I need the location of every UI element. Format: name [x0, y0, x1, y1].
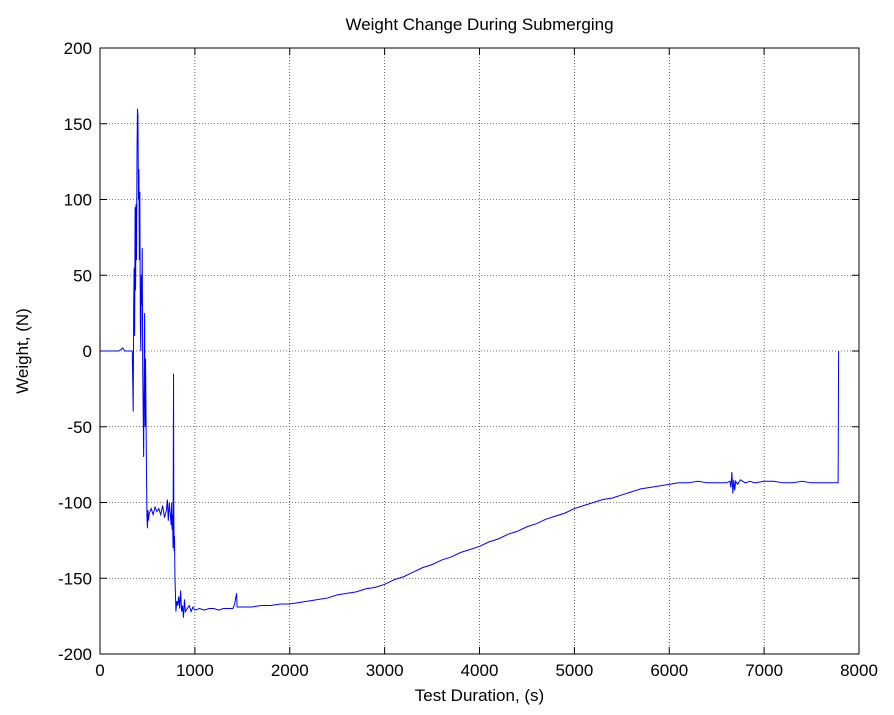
- y-tick-label: -50: [67, 418, 92, 437]
- x-tick-label: 0: [95, 661, 104, 680]
- grid-lines: [100, 48, 859, 654]
- y-tick-label: -200: [58, 645, 92, 664]
- x-tick-label: 6000: [650, 661, 688, 680]
- chart-title: Weight Change During Submerging: [345, 15, 613, 34]
- y-tick-label: 150: [64, 115, 92, 134]
- y-tick-label: 50: [73, 266, 92, 285]
- x-tick-label: 1000: [176, 661, 214, 680]
- y-tick-label: -150: [58, 569, 92, 588]
- y-tick-label: 0: [83, 342, 92, 361]
- x-tick-label: 3000: [366, 661, 404, 680]
- weight-series-line: [100, 108, 840, 618]
- x-tick-label: 7000: [745, 661, 783, 680]
- x-axis-tick-labels: 0 1000 2000 3000 4000 5000 6000 7000 8000: [95, 661, 878, 680]
- x-tick-label: 4000: [461, 661, 499, 680]
- x-axis-label: Test Duration, (s): [415, 686, 544, 705]
- y-tick-label: 200: [64, 39, 92, 58]
- y-axis-label: Weight, (N): [13, 308, 32, 394]
- x-tick-label: 8000: [840, 661, 878, 680]
- plot-frame: [99, 47, 860, 655]
- y-axis-tick-labels: 200 150 100 50 0 -50 -100 -150 -200: [58, 39, 92, 664]
- y-tick-label: 100: [64, 191, 92, 210]
- x-tick-label: 5000: [555, 661, 593, 680]
- x-tick-label: 2000: [271, 661, 309, 680]
- y-tick-label: -100: [58, 494, 92, 513]
